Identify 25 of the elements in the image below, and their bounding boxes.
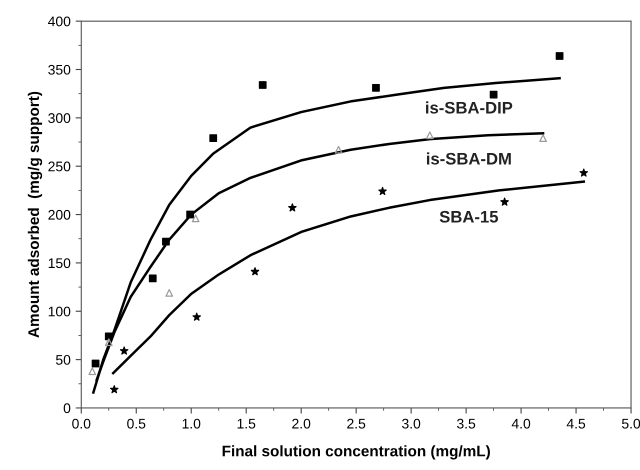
x-tick-label: 0.0 bbox=[72, 418, 90, 429]
y-tick-label: 50 bbox=[56, 354, 70, 365]
y-tick-label: 200 bbox=[48, 210, 70, 220]
x-tick-label: 4.5 bbox=[566, 418, 586, 429]
y-tick-label: 0 bbox=[64, 403, 70, 414]
x-tick-label: 0.5 bbox=[127, 418, 146, 429]
y-tick-label: 350 bbox=[48, 64, 70, 75]
series-label: SBA-15 bbox=[440, 210, 498, 223]
x-tick-label: 4.0 bbox=[512, 418, 530, 429]
y-axis-title: Amount adsorbed (mg/g support) bbox=[28, 92, 42, 338]
y-tick-label: 100 bbox=[48, 306, 70, 316]
x-tick-label: 3.5 bbox=[456, 418, 476, 429]
x-tick-label: 2.0 bbox=[292, 418, 310, 429]
x-tick-label: 2.5 bbox=[347, 418, 366, 429]
x-tick-label: 1.0 bbox=[182, 418, 200, 429]
y-tick-label: 400 bbox=[48, 16, 70, 26]
x-tick-label: 1.5 bbox=[238, 418, 256, 429]
x-tick-label: 5.0 bbox=[622, 418, 640, 429]
y-tick-label: 150 bbox=[48, 258, 70, 268]
x-tick-label: 3.0 bbox=[402, 418, 420, 429]
y-tick-label: 250 bbox=[48, 162, 70, 172]
y-tick-label: 300 bbox=[48, 113, 70, 124]
series-label: is-SBA-DIP bbox=[426, 101, 512, 114]
series-label: is-SBA-DM bbox=[426, 152, 511, 165]
x-axis-title: Final solution concentration (mg/mL) bbox=[222, 445, 490, 460]
